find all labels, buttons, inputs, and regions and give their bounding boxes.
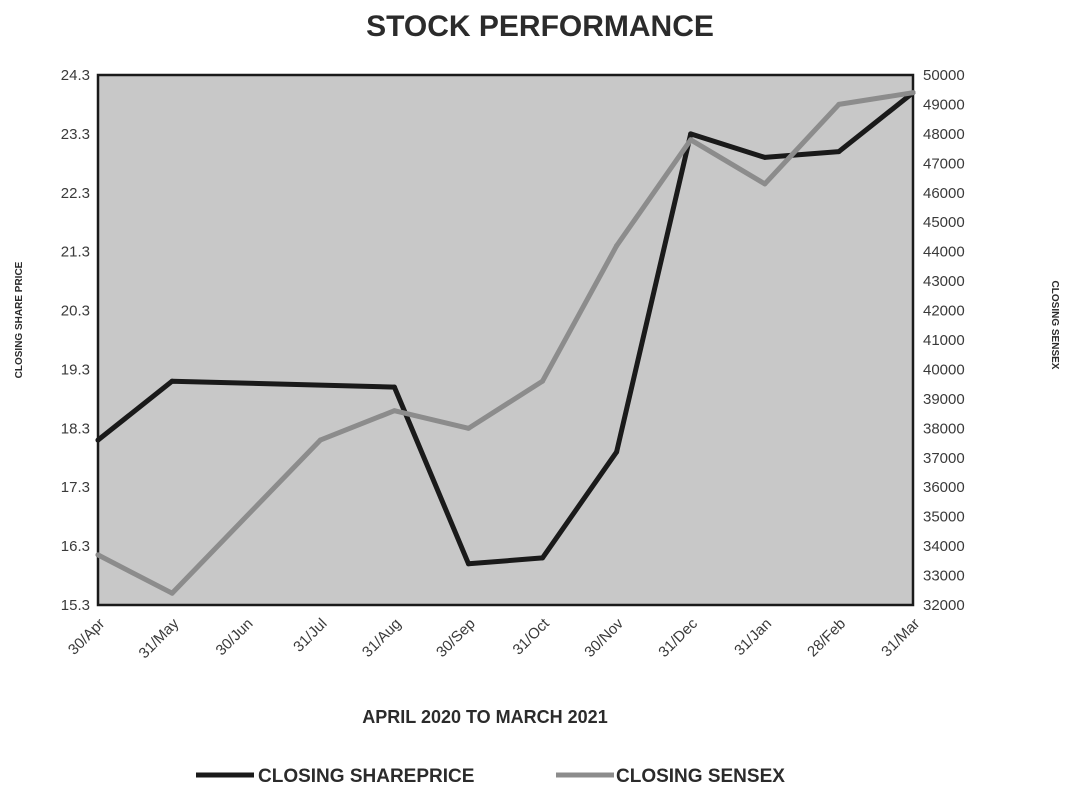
y-left-tick-label: 17.3 bbox=[61, 479, 90, 496]
y-right-tick-label: 48000 bbox=[923, 126, 965, 143]
y-axis-right-label: CLOSING SENSEX bbox=[1049, 281, 1060, 370]
data-point bbox=[169, 590, 175, 596]
y-right-tick-label: 50000 bbox=[923, 67, 965, 84]
y-left-tick-label: 23.3 bbox=[61, 126, 90, 143]
y-right-tick-label: 40000 bbox=[923, 361, 965, 378]
x-tick-label: 31/May bbox=[136, 615, 183, 662]
data-point bbox=[762, 154, 768, 160]
data-point bbox=[95, 437, 101, 443]
y-right-tick-label: 45000 bbox=[923, 214, 965, 231]
data-point bbox=[540, 555, 545, 561]
series-lines bbox=[95, 90, 916, 596]
x-tick-label: 31/Jan bbox=[731, 615, 775, 659]
data-point bbox=[317, 437, 323, 443]
data-point bbox=[391, 384, 397, 390]
y-right-tick-label: 37000 bbox=[923, 450, 965, 467]
x-tick-label: 30/Jun bbox=[213, 615, 257, 659]
data-point bbox=[95, 552, 101, 558]
right-axis-ticks: 32000 33000 34000 35000 36000 37000 38000 39000… bbox=[923, 67, 965, 614]
y-right-tick-label: 34000 bbox=[923, 538, 965, 555]
x-tick-label: 30/Nov bbox=[581, 615, 627, 661]
y-right-tick-label: 36000 bbox=[923, 479, 965, 496]
data-point bbox=[614, 449, 620, 455]
x-tick-label: 31/Oct bbox=[510, 615, 554, 659]
y-left-tick-label: 16.3 bbox=[61, 538, 90, 555]
data-point bbox=[910, 90, 916, 96]
data-point bbox=[836, 101, 842, 107]
x-axis-label: APRIL 2020 TO MARCH 2021 bbox=[362, 707, 607, 727]
y-left-tick-label: 20.3 bbox=[61, 303, 90, 320]
x-tick-label: 28/Feb bbox=[804, 615, 849, 660]
y-right-tick-label: 47000 bbox=[923, 155, 965, 172]
y-left-tick-label: 15.3 bbox=[61, 597, 90, 614]
plot-area bbox=[96, 73, 915, 607]
x-tick-label: 31/Jul bbox=[290, 615, 330, 655]
y-right-tick-label: 32000 bbox=[923, 597, 965, 614]
y-right-tick-label: 42000 bbox=[923, 303, 965, 320]
x-tick-label: 30/Apr bbox=[65, 615, 108, 658]
y-left-tick-label: 22.3 bbox=[61, 185, 90, 202]
y-left-tick-label: 21.3 bbox=[61, 244, 90, 261]
x-tick-label: 31/Mar bbox=[878, 615, 923, 660]
legend-label-shareprice: CLOSING SHAREPRICE bbox=[258, 766, 474, 787]
legend: CLOSING SHAREPRICE CLOSING SENSEX bbox=[196, 766, 785, 787]
y-right-tick-label: 41000 bbox=[923, 332, 965, 349]
data-point bbox=[466, 561, 471, 567]
y-right-tick-label: 39000 bbox=[923, 391, 965, 408]
y-left-tick-label: 24.3 bbox=[61, 67, 90, 84]
y-axis-left-label: CLOSING SHARE PRICE bbox=[14, 261, 25, 378]
y-left-tick-label: 18.3 bbox=[61, 420, 90, 437]
y-right-tick-label: 43000 bbox=[923, 273, 965, 290]
x-tick-label: 31/Dec bbox=[655, 615, 701, 661]
left-axis-ticks: 15.3 16.3 17.3 18.3 19.3 20.3 21.3 22.3 23.3 24.3 bbox=[61, 67, 90, 614]
y-right-tick-label: 46000 bbox=[923, 185, 965, 202]
chart-title: STOCK PERFORMANCE bbox=[366, 10, 714, 43]
data-point bbox=[688, 137, 694, 143]
data-point bbox=[466, 425, 471, 431]
y-right-tick-label: 35000 bbox=[923, 509, 965, 526]
y-left-tick-label: 19.3 bbox=[61, 361, 90, 378]
y-right-tick-label: 49000 bbox=[923, 96, 965, 113]
data-point bbox=[762, 181, 768, 187]
x-axis-ticks: 30/Apr 31/May 30/Jun 31/Jul 31/Aug 30/Sep 31/O… bbox=[65, 615, 923, 662]
series-line-shareprice bbox=[95, 90, 916, 567]
x-tick-label: 31/Aug bbox=[359, 615, 405, 661]
data-point bbox=[391, 408, 397, 414]
x-tick-label: 30/Sep bbox=[433, 615, 479, 661]
y-right-tick-label: 44000 bbox=[923, 244, 965, 261]
data-point bbox=[169, 378, 175, 384]
data-point bbox=[540, 378, 545, 384]
data-point bbox=[836, 149, 842, 155]
data-point bbox=[688, 131, 694, 137]
y-right-tick-label: 38000 bbox=[923, 420, 965, 437]
y-right-tick-label: 33000 bbox=[923, 568, 965, 585]
legend-label-sensex: CLOSING SENSEX bbox=[616, 766, 785, 787]
data-point bbox=[614, 243, 620, 249]
